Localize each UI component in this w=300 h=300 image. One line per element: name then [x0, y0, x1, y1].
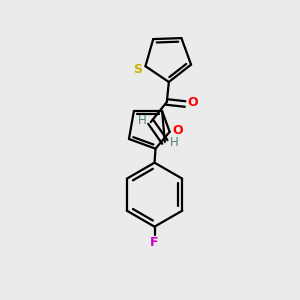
Text: S: S [133, 63, 142, 76]
Text: H: H [169, 136, 178, 149]
Text: O: O [172, 124, 183, 137]
Text: O: O [188, 97, 198, 110]
Text: F: F [150, 236, 159, 249]
Text: H: H [137, 115, 146, 128]
